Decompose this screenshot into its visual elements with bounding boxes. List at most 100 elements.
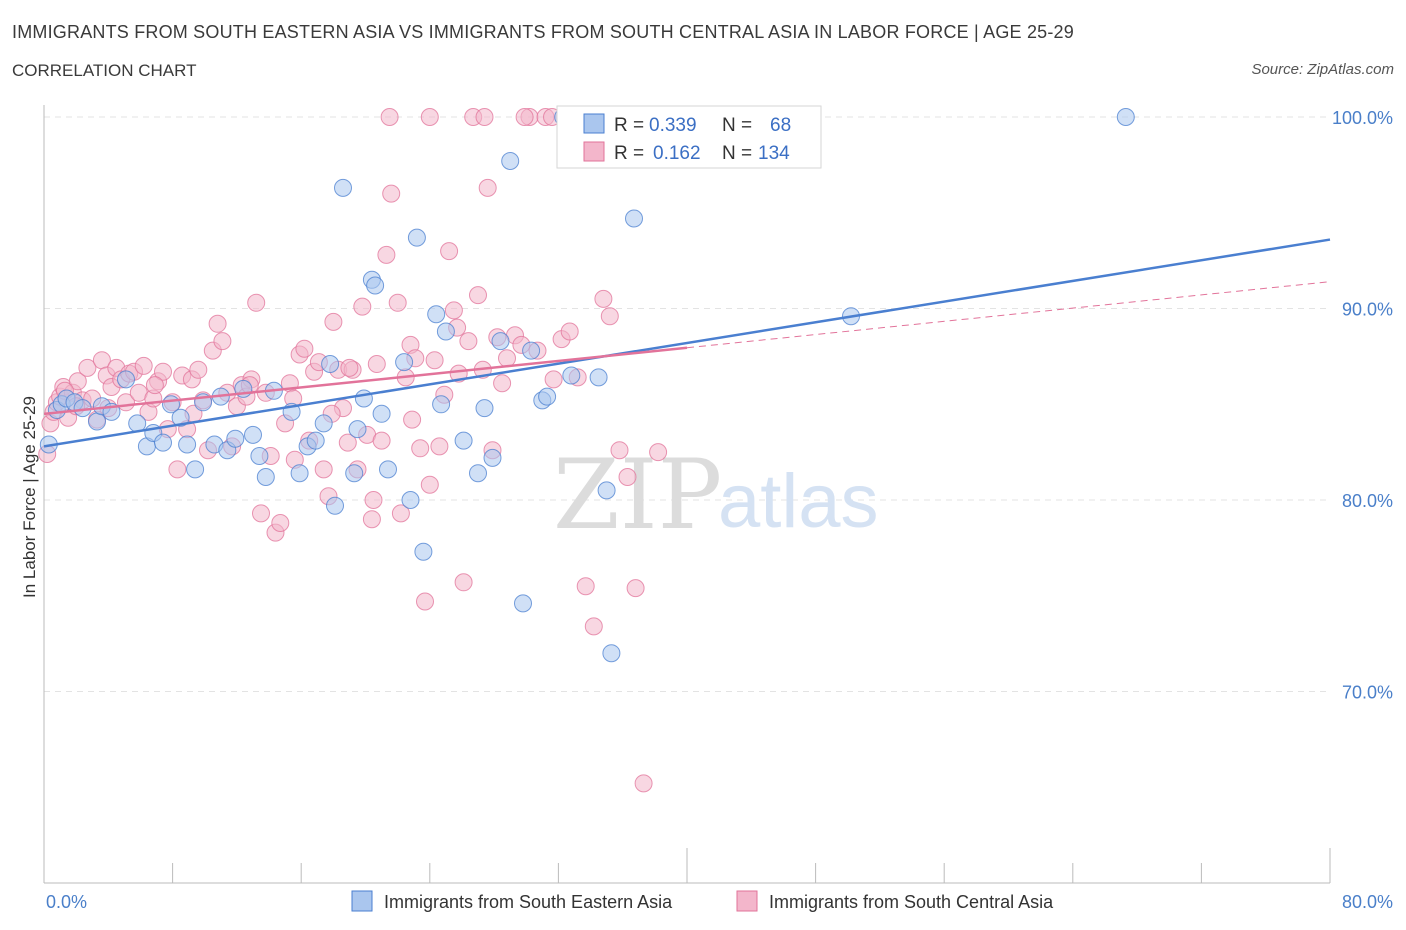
point-south-central-asia (372, 431, 391, 450)
x-tick-label-max: 80.0% (1342, 892, 1393, 912)
chart-title: IMMIGRANTS FROM SOUTH EASTERN ASIA VS IM… (12, 22, 1074, 42)
point-south-central-asia (134, 356, 153, 375)
bottom-legend-label-blue: Immigrants from South Eastern Asia (384, 892, 673, 912)
point-south-eastern-asia (589, 368, 608, 387)
point-south-eastern-asia (454, 431, 473, 450)
point-south-central-asia (314, 460, 333, 479)
point-south-eastern-asia (306, 431, 325, 450)
point-south-central-asia (377, 245, 396, 264)
point-south-central-asia (391, 504, 410, 523)
bottom-legend-swatch-pink (736, 890, 758, 912)
y-tick-label: 70.0% (1342, 683, 1393, 703)
point-south-central-asia (213, 332, 232, 351)
point-south-central-asia (454, 573, 473, 592)
point-south-central-asia (247, 293, 266, 312)
point-south-central-asia (382, 184, 401, 203)
point-south-central-asia (469, 286, 487, 305)
y-tick-label: 100.0% (1332, 108, 1393, 128)
watermark-atlas: atlas (718, 459, 879, 544)
point-south-central-asia (560, 322, 579, 341)
axes: 70.0% 80.0% 90.0% 100.0% 0.0% 80.0% (43, 105, 1393, 912)
point-south-eastern-asia (244, 425, 262, 444)
point-south-eastern-asia (469, 464, 487, 483)
legend-swatch-pink (583, 141, 605, 162)
point-south-central-asia (544, 370, 563, 389)
legend-r-label-1: R = (614, 115, 644, 136)
point-south-eastern-asia (366, 276, 385, 295)
legend-n-label-1: N = (722, 115, 752, 136)
point-south-eastern-asia (321, 355, 340, 373)
point-south-central-asia (420, 475, 439, 494)
point-south-central-asia (478, 178, 497, 197)
point-south-central-asia (594, 289, 613, 308)
point-south-central-asia (425, 351, 444, 370)
point-south-central-asia (295, 339, 314, 358)
point-south-eastern-asia (345, 464, 364, 483)
legend-r-label-2: R = (614, 143, 644, 164)
point-south-eastern-asia (602, 644, 621, 663)
point-south-central-asia (430, 437, 449, 456)
legend-n-value-2: 134 (758, 143, 790, 164)
point-south-eastern-asia (407, 228, 426, 247)
point-south-central-asia (403, 410, 422, 429)
point-south-eastern-asia (427, 305, 446, 324)
point-south-central-asia (459, 332, 478, 351)
point-south-eastern-asia (117, 370, 135, 389)
point-south-eastern-asia (326, 496, 344, 515)
point-south-eastern-asia (256, 468, 275, 486)
point-south-eastern-asia (522, 341, 541, 360)
point-south-eastern-asia (538, 387, 557, 406)
point-south-central-asia (634, 774, 653, 793)
point-south-central-asia (145, 376, 164, 395)
point-south-eastern-asia (401, 491, 420, 509)
point-south-eastern-asia (562, 366, 581, 385)
point-south-eastern-asia (314, 414, 333, 433)
point-south-central-asia (420, 108, 439, 126)
point-south-central-asia (271, 514, 290, 532)
point-south-eastern-asia (514, 594, 532, 613)
point-south-eastern-asia (226, 429, 245, 448)
bottom-legend-label-pink: Immigrants from South Central Asia (769, 892, 1054, 912)
point-south-central-asia (626, 579, 645, 598)
point-south-central-asia (411, 439, 430, 458)
point-south-eastern-asia (171, 408, 190, 427)
point-south-central-asia (584, 617, 603, 636)
point-south-central-asia (388, 293, 407, 312)
point-south-central-asia (444, 301, 463, 320)
point-south-eastern-asia (372, 404, 391, 423)
point-south-eastern-asia (186, 460, 205, 479)
point-south-eastern-asia (432, 395, 451, 414)
point-south-eastern-asia (475, 399, 494, 418)
point-south-eastern-asia (334, 178, 352, 197)
point-south-central-asia (324, 312, 343, 331)
point-south-eastern-asia (290, 464, 309, 483)
point-south-central-asia (440, 242, 459, 261)
chart-subtitle: CORRELATION CHART (12, 61, 197, 80)
point-south-central-asia (168, 460, 187, 479)
point-south-central-asia (154, 362, 172, 381)
point-south-eastern-asia (250, 447, 269, 465)
x-tick-label-min: 0.0% (46, 892, 87, 912)
legend-r-value-1: 0.339 (649, 115, 697, 136)
point-south-eastern-asia (1116, 108, 1135, 126)
point-south-eastern-asia (597, 481, 616, 500)
bottom-legend-swatch-blue (351, 890, 373, 912)
point-south-central-asia (208, 314, 227, 333)
point-south-eastern-asia (354, 389, 373, 408)
legend-n-value-1: 68 (770, 115, 791, 136)
source-label: Source: ZipAtlas.com (1251, 61, 1394, 78)
y-tick-label: 80.0% (1342, 491, 1393, 511)
point-south-central-asia (576, 577, 595, 596)
point-south-central-asia (362, 510, 381, 529)
point-south-central-asia (600, 307, 619, 326)
legend-swatch-blue (583, 113, 605, 134)
point-south-eastern-asia (414, 542, 433, 561)
point-south-eastern-asia (154, 433, 172, 452)
point-south-central-asia (493, 374, 512, 393)
legend-n-label-2: N = (722, 143, 752, 164)
point-south-eastern-asia (491, 332, 510, 351)
y-tick-label: 90.0% (1342, 300, 1393, 320)
bottom-legend: Immigrants from South Eastern Asia Immig… (351, 890, 1054, 912)
legend-r-value-2: 0.162 (653, 143, 701, 164)
point-south-central-asia (649, 443, 668, 462)
